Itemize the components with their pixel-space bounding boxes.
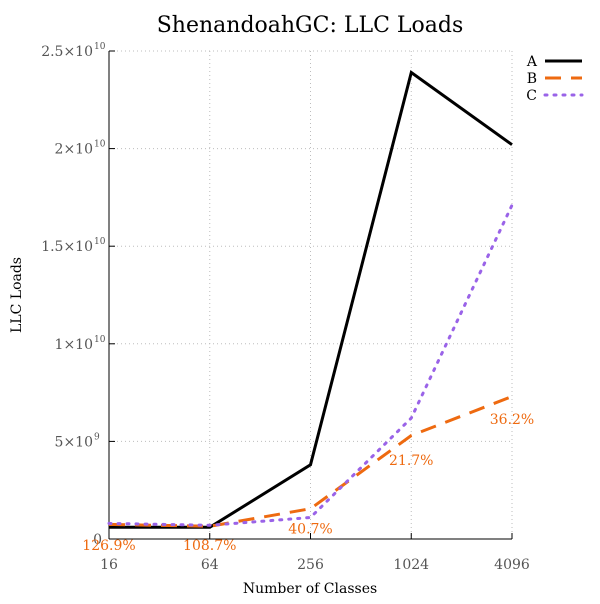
y-tick-exponent: 10 <box>94 237 106 247</box>
data-label: 40.7% <box>288 521 332 537</box>
series-line-a <box>109 70 513 529</box>
x-tick-label: 1024 <box>393 557 429 573</box>
y-axis-label: LLC Loads <box>9 257 25 333</box>
y-tick-label: 2×10 <box>55 142 93 158</box>
y-tick-exponent: 9 <box>94 432 100 442</box>
y-tick-label: 5×10 <box>55 434 93 450</box>
legend-label: A <box>526 54 538 70</box>
data-label: 108.7% <box>183 538 236 554</box>
series-line-b <box>108 395 513 528</box>
x-tick-label: 16 <box>100 557 118 573</box>
data-label: 36.2% <box>490 412 534 428</box>
data-label: 126.9% <box>82 538 135 554</box>
y-tick-exponent: 10 <box>94 335 106 345</box>
series-line-c <box>107 203 514 527</box>
y-tick-label: 2.5×10 <box>41 44 93 60</box>
annotations: 126.9% 108.7% 40.7% 21.7% 36.2% <box>82 412 534 554</box>
y-tick-label: 1.5×10 <box>41 239 93 255</box>
y-tick-exponent: 10 <box>94 42 106 52</box>
x-axis-label: Number of Classes <box>243 581 377 597</box>
y-tick-label: 0 <box>93 532 102 548</box>
legend-label: B <box>527 71 537 87</box>
chart-title: ShenandoahGC: LLC Loads <box>157 13 464 38</box>
legend: ABC <box>526 54 584 104</box>
x-tick-label: 64 <box>201 557 219 573</box>
data-label: 21.7% <box>389 453 433 469</box>
x-tick-label: 4096 <box>494 557 530 573</box>
legend-label: C <box>526 88 537 104</box>
series-lines <box>107 70 514 529</box>
y-tick-exponent: 10 <box>94 140 106 150</box>
x-tick-label: 256 <box>297 557 324 573</box>
y-tick-label: 1×10 <box>55 337 93 353</box>
